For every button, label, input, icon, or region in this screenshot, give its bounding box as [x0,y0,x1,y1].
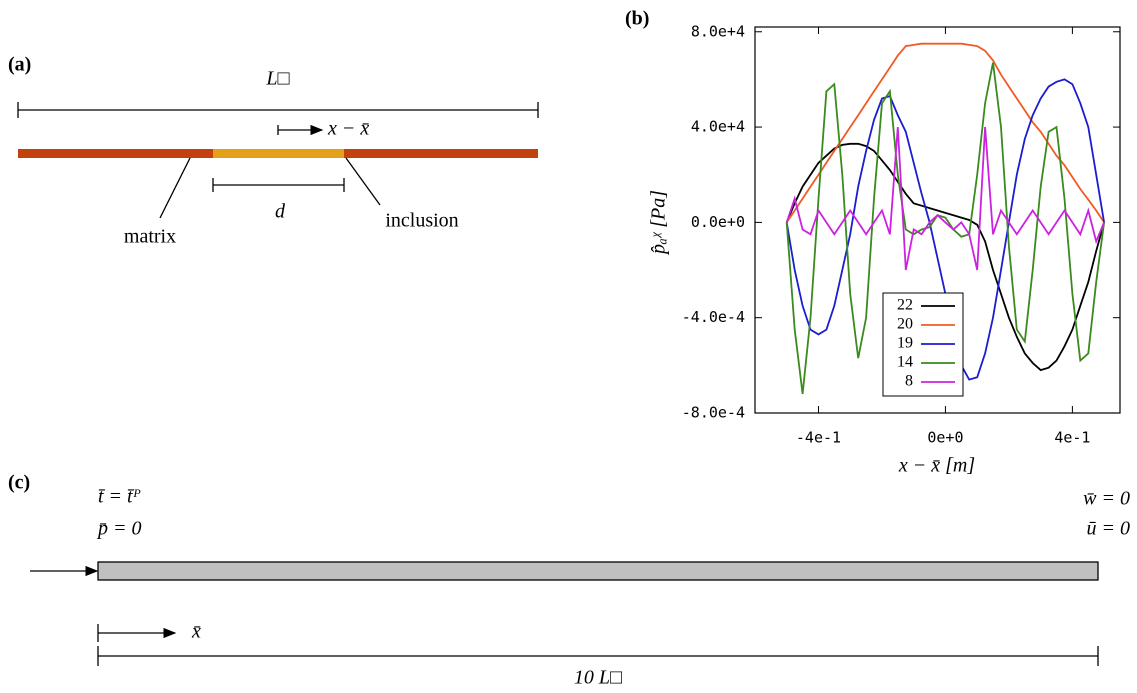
legend-label: 19 [897,335,913,352]
y-tick-label: -4.0e-4 [682,308,745,326]
matrix-bar [18,149,213,158]
leader-line [345,157,381,206]
y-tick-label: -8.0e-4 [682,404,745,422]
panel-a: (a) L□ x − x̄ d matrix inclusion [8,54,539,248]
coordinate-label: x̄ [191,621,201,643]
boundary-condition: p̄ = 0 [96,518,142,540]
legend-label: 8 [905,373,913,390]
inclusion-bar [213,149,344,158]
legend-label: 20 [897,316,913,333]
panel-label: (b) [625,8,649,30]
legend-label: 14 [897,354,913,371]
x-tick-label: 0e+0 [927,429,963,447]
matrix-label: matrix [124,226,176,248]
panel-b-chart: (b) x − x̄ [m] p̂ₐᵡ [Pa] 8.0e+4 4.0e+4 0.0… [625,8,1121,477]
length-label: L□ [265,68,289,90]
series-line [785,62,1105,395]
series-line [785,127,1105,271]
plot-frame [754,26,1121,414]
x-tick-label: -4e-1 [796,429,841,447]
y-tick-label: 8.0e+4 [691,22,745,40]
panel-label: (a) [8,54,31,76]
panel-c: (c) t̄ = t̄ᴾ p̄ = 0 w̄ = 0 ū = 0 x̄ 10 L… [8,472,1130,689]
width-label: d [275,201,286,223]
matrix-bar [344,149,538,158]
column-bar [97,561,1099,581]
legend-label: 22 [897,297,913,314]
x-axis-label: x − x̄ [m] [898,455,975,477]
boundary-condition: ū = 0 [1087,518,1131,540]
boundary-condition: w̄ = 0 [1083,488,1130,510]
y-tick-label: 4.0e+4 [691,118,745,136]
y-axis-label: p̂ₐᵡ [Pa] [648,190,670,256]
x-tick-label: 4e-1 [1054,429,1090,447]
coordinate-label: x − x̄ [327,118,369,140]
inclusion-label: inclusion [385,210,458,232]
leader-line [159,157,191,219]
panel-label: (c) [8,472,30,494]
boundary-condition: t̄ = t̄ᴾ [98,486,141,508]
y-tick-label: 0.0e+0 [691,213,745,231]
length-label: 10 L□ [574,667,622,689]
